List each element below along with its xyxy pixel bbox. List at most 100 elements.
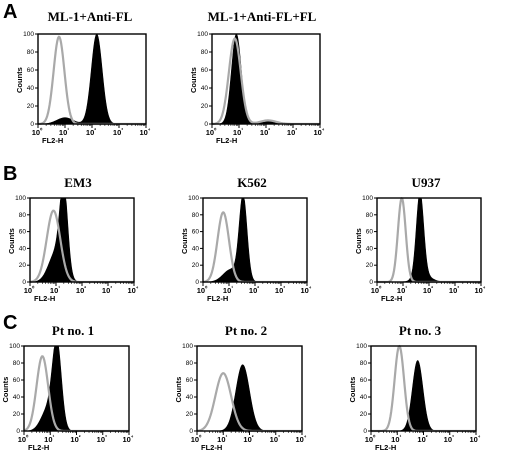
ml-1-anti-fl-fl-ytick-label-4: 80 xyxy=(201,49,209,56)
u937-xlabel: FL2-H xyxy=(381,294,402,303)
pt-no-3-xlabel: FL2-H xyxy=(375,443,396,451)
u937-ytick-label-3: 60 xyxy=(366,229,374,236)
pt-no-1-xtick-label-4: 10⁴ xyxy=(122,435,133,444)
em3-xlabel: FL2-H xyxy=(34,294,55,303)
k562-xlabel: FL2-H xyxy=(207,294,228,303)
pt-no-1-xtick-label-0: 10⁰ xyxy=(18,434,29,444)
ml-1-anti-fl-ytick-label-5: 100 xyxy=(23,31,34,38)
ml-1-anti-fl-ytick-label-0: 0 xyxy=(30,121,34,128)
pt-no-1-ytick-label-5: 100 xyxy=(9,343,20,350)
pt-no-1-xtick-label-1: 10¹ xyxy=(44,434,54,444)
pt-no-2-xtick-label-1: 10¹ xyxy=(217,434,227,444)
plot-title-pt-no-1: Pt no. 1 xyxy=(51,323,95,338)
u937-ytick-label-0: 0 xyxy=(369,279,373,286)
pt-no-1-xtick-label-2: 10² xyxy=(70,434,80,444)
histogram-k562: 0 20 40 60 80 100 Counts 10⁰ 10¹ 10² 10³ 10⁴ FL2-H xyxy=(180,195,312,303)
ml-1-anti-fl-fl-ylabel: Counts xyxy=(189,67,198,93)
k562-ytick-label-5: 100 xyxy=(188,195,199,202)
pt-no-1-ytick-label-1: 20 xyxy=(13,411,21,418)
ml-1-anti-fl-series-1-filled-area xyxy=(37,33,146,125)
u937-series-1-filled-area xyxy=(377,197,481,283)
pt-no-3-ytick-label-4: 80 xyxy=(360,360,368,367)
plot-title-pt-no-3: Pt no. 3 xyxy=(398,323,442,338)
histogram-ml1-anti-fl: 0 20 40 60 80 100 Counts 10⁰ 10¹ 10² 10³ 10⁴ FL2-H xyxy=(15,31,151,145)
ml-1-anti-fl-fl-ytick-label-3: 60 xyxy=(201,67,209,74)
k562-xtick-label-3: 10³ xyxy=(275,285,285,295)
ml-1-anti-fl-fl-xtick-label-3: 10³ xyxy=(287,127,297,137)
k562-series-0-outline xyxy=(202,211,308,284)
panel-label-b: B xyxy=(3,163,18,185)
em3-xtick-label-1: 10¹ xyxy=(50,285,60,295)
em3-ytick-label-0: 0 xyxy=(22,279,26,286)
ml-1-anti-fl-xtick-label-2: 10² xyxy=(86,127,96,137)
plot-title-ml1-anti-fl: ML-1+Anti-FL xyxy=(47,9,133,24)
pt-no-3-ytick-label-5: 100 xyxy=(356,343,367,350)
em3-xtick-label-2: 10² xyxy=(76,285,86,295)
pt-no-2-ytick-label-1: 20 xyxy=(186,411,194,418)
ml-1-anti-fl-xtick-label-1: 10¹ xyxy=(59,127,69,137)
u937-ytick-label-1: 20 xyxy=(366,262,374,269)
k562-plot-frame xyxy=(202,197,308,283)
pt-no-2-xtick-label-0: 10⁰ xyxy=(191,434,202,444)
ml-1-anti-fl-ytick-label-4: 80 xyxy=(27,49,35,56)
plot-title-ml1-anti-fl-fl: ML-1+Anti-FL+FL xyxy=(207,9,317,24)
pt-no-3-ytick-label-0: 0 xyxy=(363,428,367,435)
em3-xtick-label-4: 10⁴ xyxy=(127,286,138,295)
pt-no-3-xtick-label-3: 10³ xyxy=(444,434,454,444)
u937-ytick-label-5: 100 xyxy=(362,195,373,202)
ml-1-anti-fl-ytick-label-2: 40 xyxy=(27,85,35,92)
k562-ytick-label-2: 40 xyxy=(192,245,200,252)
k562-ylabel: Counts xyxy=(180,228,189,254)
pt-no-3-xtick-label-1: 10¹ xyxy=(391,434,401,444)
k562-ytick-label-3: 60 xyxy=(192,229,200,236)
pt-no-3-ytick-label-2: 40 xyxy=(360,394,368,401)
em3-xtick-label-0: 10⁰ xyxy=(24,285,35,295)
u937-xtick-label-0: 10⁰ xyxy=(371,285,382,295)
plot-title-em3: EM3 xyxy=(64,175,92,190)
u937-xtick-label-1: 10¹ xyxy=(397,285,407,295)
pt-no-1-ytick-label-0: 0 xyxy=(16,428,20,435)
pt-no-2-ytick-label-2: 40 xyxy=(186,394,194,401)
pt-no-1-ytick-label-2: 40 xyxy=(13,394,21,401)
em3-ytick-label-1: 20 xyxy=(19,262,27,269)
u937-xtick-label-2: 10² xyxy=(423,285,433,295)
pt-no-1-xlabel: FL2-H xyxy=(28,443,49,451)
pt-no-3-ylabel: Counts xyxy=(348,377,357,403)
em3-ytick-label-5: 100 xyxy=(15,195,26,202)
pt-no-1-ylabel: Counts xyxy=(1,377,10,403)
pt-no-2-xtick-label-2: 10² xyxy=(243,434,253,444)
plot-title-k562: K562 xyxy=(237,175,267,190)
u937-ytick-label-4: 80 xyxy=(366,212,374,219)
histogram-ml1-anti-fl-fl: 0 20 40 60 80 100 Counts 10⁰ 10¹ 10² 10³ 10⁴ FL2-H xyxy=(189,31,325,145)
k562-ytick-label-1: 20 xyxy=(192,262,200,269)
pt-no-2-series-1-filled-area xyxy=(197,364,302,432)
pt-no-1-ytick-label-3: 60 xyxy=(13,377,21,384)
panel-label-c: C xyxy=(3,312,18,334)
pt-no-2-ytick-label-0: 0 xyxy=(189,428,193,435)
em3-ytick-label-4: 80 xyxy=(19,212,27,219)
em3-xtick-label-3: 10³ xyxy=(102,285,112,295)
ml-1-anti-fl-fl-ytick-label-2: 40 xyxy=(201,85,209,92)
pt-no-2-ytick-label-5: 100 xyxy=(182,343,193,350)
histogram-em3: 0 20 40 60 80 100 Counts 10⁰ 10¹ 10² 10³ 10⁴ FL2-H xyxy=(7,195,139,303)
ml-1-anti-fl-fl-xtick-label-1: 10¹ xyxy=(233,127,243,137)
panel-label-a: A xyxy=(3,1,18,23)
pt-no-1-xtick-label-3: 10³ xyxy=(97,434,107,444)
ml-1-anti-fl-fl-ytick-label-1: 20 xyxy=(201,103,209,110)
ml-1-anti-fl-fl-ytick-label-0: 0 xyxy=(204,121,208,128)
u937-xtick-label-3: 10³ xyxy=(449,285,459,295)
k562-xtick-label-2: 10² xyxy=(249,285,259,295)
pt-no-2-xtick-label-3: 10³ xyxy=(270,434,280,444)
pt-no-1-ytick-label-4: 80 xyxy=(13,360,21,367)
pt-no-3-ytick-label-3: 60 xyxy=(360,377,368,384)
k562-series-1-filled-area xyxy=(202,197,307,283)
ml-1-anti-fl-fl-xtick-label-2: 10² xyxy=(260,127,270,137)
pt-no-3-series-1-filled-area xyxy=(371,360,476,432)
pt-no-2-ytick-label-3: 60 xyxy=(186,377,194,384)
em3-ytick-label-3: 60 xyxy=(19,229,27,236)
plot-title-pt-no-2: Pt no. 2 xyxy=(224,323,268,338)
pt-no-2-xtick-label-4: 10⁴ xyxy=(295,435,306,444)
k562-ytick-label-4: 80 xyxy=(192,212,200,219)
pt-no-3-xtick-label-4: 10⁴ xyxy=(469,435,480,444)
ml-1-anti-fl-xtick-label-0: 10⁰ xyxy=(32,127,43,137)
